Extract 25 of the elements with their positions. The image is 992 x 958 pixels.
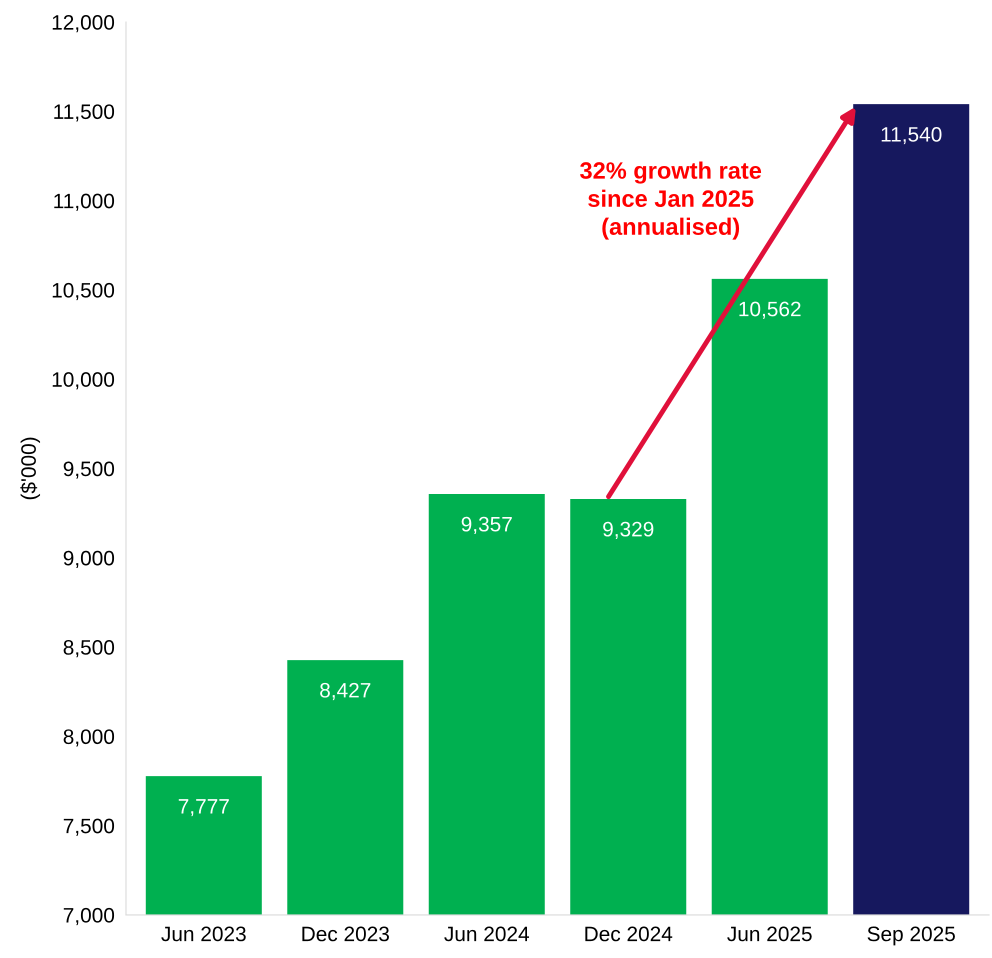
data-label: 10,562 [739,302,801,319]
x-tick-label: Dec 2024 [585,926,672,942]
y-axis-title: ($'000) [20,438,40,500]
x-tick-label: Jun 2023 [161,926,246,942]
data-label: 9,357 [462,516,512,534]
annotation: 32% growth rate since Jan 2025 (annualised) [580,162,762,240]
y-tick-label: 9,500 [64,461,114,479]
x-tick-label: Dec 2023 [302,926,389,942]
data-label: 9,329 [603,522,654,540]
y-tick-label: 8,500 [64,640,114,658]
y-tick-label: 11,500 [54,104,114,122]
y-tick-label: 9,000 [64,550,114,568]
y-tick-label: 7,500 [64,818,114,836]
y-tick-label: 7,000 [64,908,114,926]
data-label: 7,777 [178,799,229,816]
y-tick-label: 8,000 [64,729,114,747]
y-tick-label: 10,000 [52,372,114,390]
x-tick-label: Sep 2025 [868,926,955,946]
x-tick-label: Jun 2025 [727,926,812,942]
y-tick-label: 12,000 [52,15,114,32]
y-tick-label: 10,500 [52,282,114,300]
data-label: 8,427 [320,682,370,700]
y-tick-label: 11,000 [54,194,114,211]
x-tick-label: Jun 2024 [444,926,530,942]
data-label: 11,540 [882,126,942,144]
